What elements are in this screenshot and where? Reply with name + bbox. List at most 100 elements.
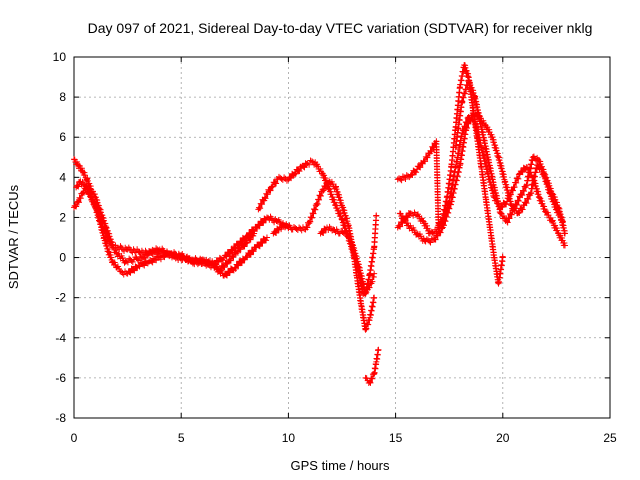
data-point [467,76,470,78]
data-point [257,208,260,211]
data-point [454,146,457,149]
data-point [497,156,500,159]
data-point [506,220,508,223]
data-point [371,280,373,283]
series-points [73,178,258,274]
data-point [73,206,75,209]
data-point [529,192,532,195]
data-point [306,162,309,165]
y-tick-label: -8 [55,411,66,425]
data-point [244,256,247,259]
data-point [270,186,273,189]
data-point [293,172,296,175]
grid [74,57,610,418]
data-point [105,226,108,229]
data-point [465,126,468,129]
data-point [107,250,110,253]
series-evening-tracks-c [396,110,566,246]
data-point [255,226,258,229]
data-point [375,214,378,217]
data-point [201,258,204,261]
data-point [100,222,103,225]
data-point [326,226,328,229]
data-point [512,208,515,211]
y-tick-label: -6 [55,371,66,385]
data-point [107,238,110,241]
data-point [486,156,489,159]
data-point [148,260,150,263]
data-point [396,226,399,229]
data-point [557,232,560,235]
data-point [111,260,114,263]
x-tick-label: 20 [496,431,510,445]
data-point [75,186,78,189]
data-point [332,228,335,231]
data-point [459,164,461,167]
data-point [422,220,425,223]
data-point [375,360,378,363]
series-early-tracks-lower [71,183,270,279]
data-point [167,252,170,255]
data-point [491,136,493,139]
data-point [564,244,566,247]
data-point [373,246,376,249]
data-point [184,258,187,261]
data-point [497,282,500,285]
data-point [150,250,153,253]
data-point [272,232,275,235]
data-point [474,120,476,123]
y-tick-label: 4 [59,170,66,184]
y-tick-label: 2 [59,210,66,224]
data-point [223,256,225,259]
data-point [368,381,371,383]
data-point [501,256,504,259]
data-point [223,274,225,277]
data-point [531,156,534,159]
plot-frame [73,56,611,419]
data-point [315,204,318,207]
data-point [467,80,470,82]
series-points [71,183,270,279]
data-point [328,180,331,183]
data-point [499,212,502,215]
chart-title: Day 097 of 2021, Sidereal Day-to-day VTE… [88,20,593,36]
data-point [536,164,539,167]
data-point [544,176,547,179]
data-point [557,206,560,209]
data-point [519,196,521,199]
data-point [450,166,453,169]
y-axis-title: SDTVAR / TECUs [6,184,21,289]
data-point [92,200,95,203]
data-point [461,100,463,103]
data-point [77,164,80,167]
data-point [347,224,350,227]
data-point [429,152,431,155]
data-point [493,256,496,259]
data-point [416,232,418,235]
data-point [373,296,376,299]
data-point [512,186,515,189]
data-point [334,204,337,207]
data-point [471,106,474,109]
data-point [311,160,313,163]
series-midday-arc-b [270,178,378,333]
data-point [364,328,367,331]
data-point [285,224,288,227]
data-point [300,166,303,169]
y-tick-label: 8 [59,90,66,104]
data-point [544,210,547,213]
data-point [407,224,410,227]
data-point [278,226,281,229]
data-point [81,192,84,195]
data-point [377,348,380,351]
data-point [538,160,541,163]
data-point [409,212,412,215]
data-point [523,204,526,207]
data-point [291,228,294,231]
data-point [504,180,506,183]
data-point [416,214,418,217]
x-tick-label: 25 [603,431,617,445]
data-point [459,86,461,88]
data-point [176,256,178,259]
